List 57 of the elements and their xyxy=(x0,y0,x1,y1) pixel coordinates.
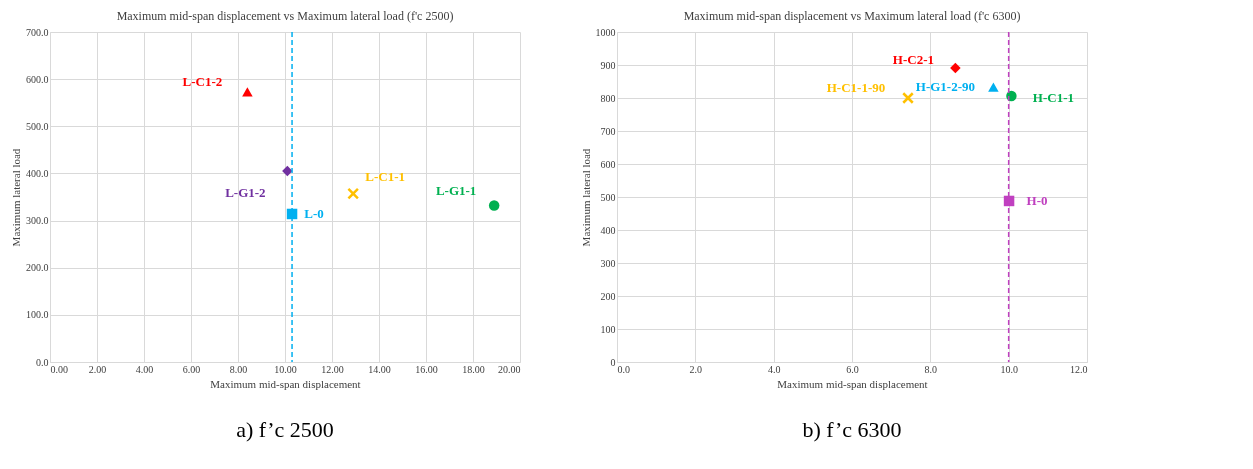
x-tick-label: 10.0 xyxy=(1000,363,1018,375)
y-tick-label: 800 xyxy=(600,92,616,104)
x-tick-label: 0.00 xyxy=(50,363,68,375)
y-tick-label: 100.0 xyxy=(26,309,49,321)
x-tick-label: 4.0 xyxy=(767,363,781,375)
text: b) f’c 6300 xyxy=(802,417,902,442)
series-label: H-0 xyxy=(1026,192,1048,208)
point xyxy=(242,87,253,97)
y-axis-title: Maximum lateral load xyxy=(579,148,592,247)
y-tick-label: 400 xyxy=(600,224,616,236)
x-tick-label: 4.00 xyxy=(135,363,154,375)
y-tick-label: 700 xyxy=(600,125,616,137)
y-tick-label: 500 xyxy=(600,191,616,203)
point xyxy=(347,187,360,200)
x-axis-title: Maximum mid-span displacement xyxy=(210,377,361,390)
y-tick-label: 200 xyxy=(600,290,616,302)
y-tick-label: 400.0 xyxy=(26,167,49,179)
series-label: L-C1-1 xyxy=(365,168,406,184)
x-tick-label: 8.0 xyxy=(924,363,938,375)
x-tick-label: 16.00 xyxy=(415,363,438,375)
x-tick-label: 14.00 xyxy=(368,363,391,375)
series-label: H-C1-1-90 xyxy=(826,80,886,95)
x-tick-label: 2.00 xyxy=(88,363,107,375)
x-tick-label: 12.00 xyxy=(321,363,344,375)
x-tick-label: 6.0 xyxy=(846,363,859,375)
series-label: L-0 xyxy=(304,205,324,221)
y-tick-label: 900 xyxy=(600,59,616,71)
series-label: L-C1-2 xyxy=(182,73,223,89)
series-label: L-G1-1 xyxy=(435,183,477,199)
y-tick-label: 200.0 xyxy=(26,262,49,274)
x-tick-label: 20.00 xyxy=(498,363,521,375)
chart-title: Maximum mid-span displacement vs Maximum lateral load (f'c 2500) xyxy=(116,9,454,23)
y-tick-label: 300 xyxy=(600,257,616,269)
x-axis-title: Maximum mid-span displacement xyxy=(777,377,928,390)
series-label: H-C1-1 xyxy=(1032,90,1074,106)
x-tick-label: 12.0 xyxy=(1070,363,1088,375)
y-tick-label: 600 xyxy=(600,158,616,170)
x-tick-label: 6.00 xyxy=(182,363,201,375)
chart-title: Maximum mid-span displacement vs Maximum lateral load (f'c 6300) xyxy=(683,9,1021,23)
x-tick-label: 18.00 xyxy=(462,363,485,375)
y-tick-label: 100 xyxy=(600,323,616,335)
y-tick-label: 700.0 xyxy=(26,26,49,38)
x-tick-label: 0.0 xyxy=(617,363,630,375)
y-tick-label: 600.0 xyxy=(26,73,49,85)
y-tick-label: 0 xyxy=(610,356,616,368)
y-axis-title: Maximum lateral load xyxy=(10,148,22,247)
series-label: L-G1-2 xyxy=(225,185,266,201)
x-tick-label: 8.00 xyxy=(229,363,248,375)
x-tick-label: 10.00 xyxy=(274,363,297,375)
y-tick-label: 500.0 xyxy=(26,120,49,132)
y-tick-label: 1000 xyxy=(595,26,616,38)
y-tick-label: 300.0 xyxy=(26,215,49,227)
text: a) f’c 2500 xyxy=(236,417,334,442)
series-label: H-C2-1 xyxy=(892,51,934,67)
point xyxy=(488,200,500,211)
series-label: H-G1-2-90 xyxy=(915,79,975,95)
x-tick-label: 2.0 xyxy=(689,363,703,375)
